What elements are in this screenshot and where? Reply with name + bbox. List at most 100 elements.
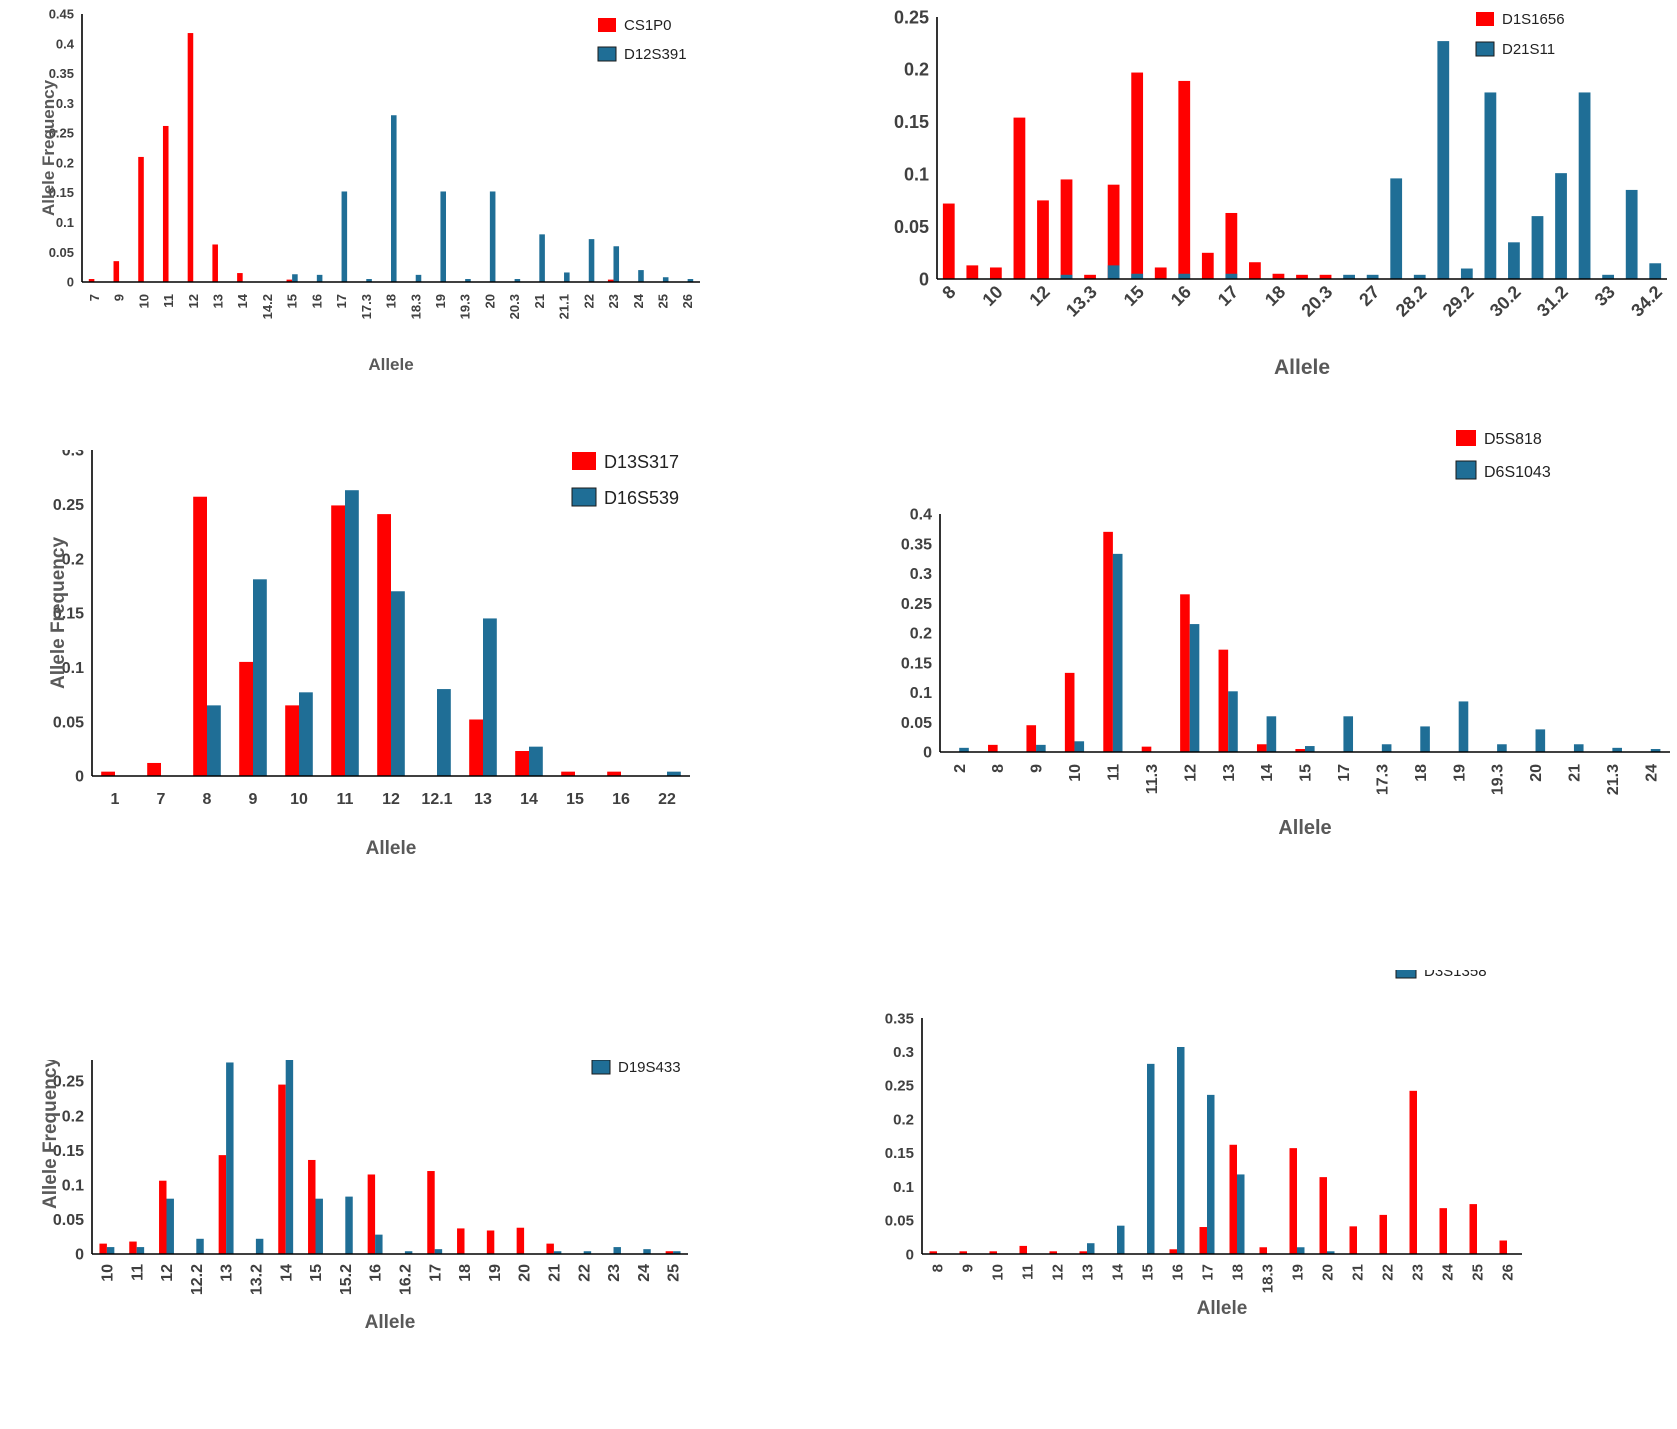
x-tick-label: 19	[1289, 1264, 1306, 1281]
y-tick-label: 0.2	[62, 1108, 84, 1125]
x-tick-label: 24	[1643, 764, 1660, 782]
bar-d12s391-25	[662, 277, 669, 282]
bar-d6s1043-17	[1343, 716, 1354, 752]
y-tick-label: 0.1	[904, 165, 929, 185]
bar-d2s1338-12	[1049, 1251, 1057, 1254]
bar-d21s11-19	[1390, 178, 1403, 279]
bar-d2s1338-21	[1349, 1226, 1357, 1254]
bar-d1s1656-13.3	[1084, 274, 1096, 279]
bar-d19s433-17	[434, 1249, 443, 1254]
bar-d6s1043-12	[1189, 624, 1200, 752]
y-tick-label: 0.1	[62, 1177, 84, 1194]
bar-d16s539-10	[299, 692, 313, 776]
x-tick-label: 22	[658, 791, 676, 808]
legend-swatch	[572, 452, 596, 470]
x-tick-label: 10	[1067, 764, 1084, 782]
chart-panel-3: 0 0.05 0.1 0.15 0.2 0.25 0.3 1 7 8 9 10 11 12 12.1 13 14…	[0, 443, 760, 930]
bar-d6s1043-19.3	[1497, 744, 1507, 752]
chart-2-svg: 0 0.05 0.1 0.15 0.2 0.25 8 10 12 13.3 15 16 17 18 20.3…	[847, 7, 1667, 379]
y-tick-label: 0	[67, 275, 74, 290]
y-tick-label: 0.15	[894, 112, 929, 132]
bar-d13s317-10	[285, 705, 299, 776]
y-tick-label: 0.15	[53, 1143, 84, 1160]
x-tick-label: 14	[235, 293, 250, 308]
legend-label: D5S818	[1484, 431, 1542, 448]
bar-d2s1338-24	[1439, 1208, 1447, 1254]
bar-d19s433-12	[166, 1198, 174, 1254]
x-tick-label: 15	[1298, 764, 1315, 782]
x-tick-label: 19.3	[1490, 764, 1507, 795]
y-tick-label: 0.35	[901, 536, 932, 553]
y-tick-label: 0.05	[901, 715, 932, 732]
x-tick-label: 19	[433, 294, 448, 308]
x-tick-label: 18	[1261, 282, 1289, 310]
bar-d19s433-15	[315, 1198, 323, 1254]
bar-d1s1656-20.3	[1319, 274, 1332, 279]
legend-label: D16S539	[604, 488, 679, 508]
y-tick-label: 0.15	[885, 1145, 914, 1162]
bar-d13s317-13	[469, 719, 483, 776]
y-axis-title: Allele Frequency	[40, 1060, 61, 1209]
x-tick-label: 13	[219, 1264, 236, 1282]
bar-d1s1656-15	[1131, 72, 1144, 279]
x-tick-label: 9	[959, 1264, 976, 1272]
y-tick-label: 0	[906, 1246, 914, 1263]
legend-label: D12S391	[624, 46, 687, 63]
bar-d21s11-30.2	[1508, 242, 1520, 279]
x-tick-label: 12.1	[421, 791, 452, 808]
x-tick-label: 21	[1349, 1264, 1366, 1281]
x-tick-label: 28.2	[1392, 282, 1431, 321]
bar-d18s51-18	[457, 1228, 465, 1254]
x-tick-label: 10	[989, 1264, 1006, 1281]
x-tick-label: 15.2	[338, 1264, 355, 1295]
x-tick-label: 13	[474, 791, 492, 808]
bar-d6s1043-21.3	[1612, 747, 1622, 752]
bar-d2s1338-10	[989, 1251, 997, 1254]
bar-d16s539-9	[253, 579, 267, 776]
bar-d18s51-25	[665, 1251, 674, 1254]
bar-d6s1043-2	[959, 747, 969, 752]
x-tick-label: 10	[100, 1264, 117, 1282]
x-tick-label: 10	[290, 791, 308, 808]
bar-d6s1043-15	[1305, 746, 1315, 752]
legend-swatch	[1475, 41, 1495, 57]
bar-d21s11-5	[1060, 274, 1073, 279]
x-tick-label: 2	[952, 764, 969, 773]
x-tick-label: 13	[1221, 764, 1238, 782]
bar-d6s1043-18	[1420, 726, 1430, 752]
bar-d12s391-19	[440, 191, 447, 282]
x-tick-label: 9	[249, 791, 258, 808]
y-tick-label: 0.25	[53, 1074, 84, 1091]
bar-d5s818-11.3	[1141, 746, 1152, 752]
bar-d13s317-8	[193, 496, 207, 776]
bar-d21s11-25	[1531, 216, 1544, 279]
bar-d3s1358-16	[1177, 1046, 1185, 1254]
bar-d19s433-14	[285, 1044, 294, 1254]
x-tick-label: 17	[427, 1264, 444, 1282]
legend-label: D3S1358	[1424, 970, 1487, 980]
x-tick-label: 17	[1336, 764, 1353, 782]
x-tick-label: 12	[1182, 764, 1199, 782]
legend-label: D1S1656	[1502, 11, 1565, 28]
bar-d3s1358-18	[1237, 1174, 1245, 1254]
y-tick-label: 0.25	[885, 1078, 914, 1095]
x-tick-label: 26	[1499, 1264, 1516, 1281]
bar-d6s1043-21	[1573, 744, 1584, 752]
bar-d13s317-15	[561, 771, 575, 776]
bar-d2s1338-26	[1499, 1240, 1507, 1254]
bar-d18s51-11	[129, 1241, 137, 1254]
y-tick-label: 0.15	[901, 655, 932, 672]
chart-5-group: 00.050.10.150.20.250.30.3510111212.21313…	[40, 1005, 688, 1333]
bar-d16s539-14	[529, 746, 543, 776]
bar-d12s391-17.3	[366, 279, 372, 282]
legend-label: D6S1043	[1484, 464, 1551, 481]
x-tick-label: 12.2	[189, 1264, 206, 1295]
y-tick-label: 0.3	[910, 566, 932, 583]
x-axis-title: Allele	[1278, 817, 1331, 839]
x-tick-label: 21	[1567, 764, 1584, 782]
bar-d1s1656-10	[989, 267, 1002, 279]
bar-d1s1656-8	[942, 203, 955, 279]
x-tick-label: 15	[1139, 1264, 1156, 1281]
y-tick-label: 0.25	[894, 7, 929, 27]
x-tick-label: 16	[309, 294, 324, 308]
